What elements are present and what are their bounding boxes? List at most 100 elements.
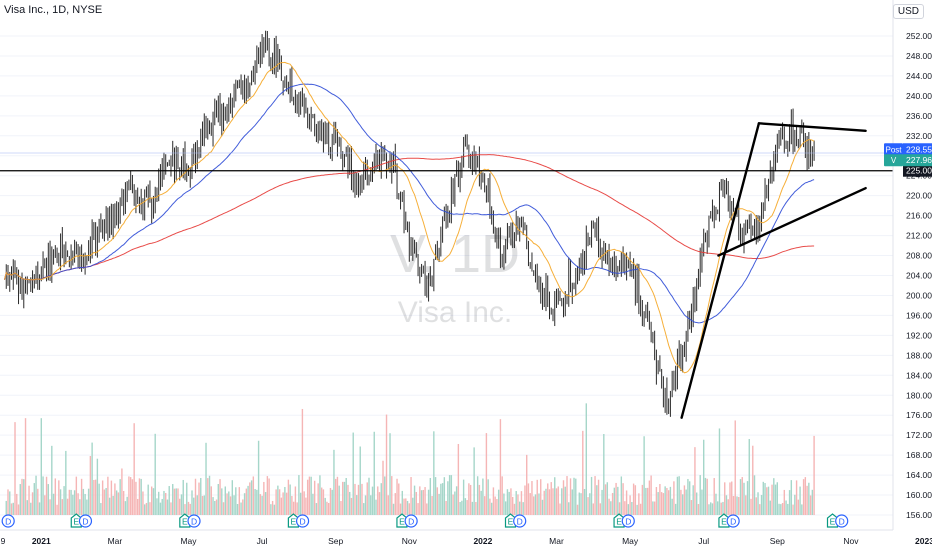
volume-bar	[562, 480, 565, 515]
event-marker-dividend[interactable]: D	[187, 514, 201, 528]
volume-bar	[631, 501, 633, 515]
price-axis[interactable]: 252.00 248.00 244.00 240.00 236.00 232.00 228.…	[892, 0, 932, 550]
event-marker-shape	[179, 513, 191, 528]
y-tick-label: 232.00	[906, 131, 932, 141]
volume-bar	[552, 488, 554, 515]
candles	[5, 30, 815, 417]
volume-bar	[201, 495, 204, 515]
event-marker-earnings[interactable]: E	[287, 513, 299, 528]
event-marker-earnings[interactable]: E	[826, 513, 839, 528]
volume-bar	[98, 483, 100, 515]
volume-bar	[217, 484, 219, 515]
volume-bar	[681, 494, 684, 515]
event-marker-earnings[interactable]: E	[70, 513, 82, 528]
volume-bar	[652, 501, 654, 515]
volume-bar	[154, 433, 156, 515]
volume-bar	[214, 500, 216, 515]
volume-bar	[759, 504, 761, 515]
volume-bar	[406, 500, 409, 515]
event-marker-shape	[287, 513, 299, 528]
volume-bar	[306, 479, 309, 515]
volume-bar	[226, 493, 228, 515]
level-price-tag-value: 225.00	[906, 166, 932, 176]
event-marker-dividend[interactable]: D	[404, 514, 418, 528]
volume-bar	[752, 445, 754, 515]
volume-bar	[718, 428, 721, 515]
event-marker-label: E	[73, 517, 79, 527]
volume-bar	[17, 504, 20, 515]
event-marker-label: D	[517, 517, 523, 527]
volume-bar	[617, 486, 619, 515]
volume-bar	[215, 499, 218, 515]
volume-bar	[813, 435, 815, 515]
volume-bar	[247, 485, 249, 515]
volume-bar	[443, 477, 446, 515]
event-marker-dividend[interactable]: D	[621, 514, 635, 528]
volume-bar	[615, 482, 617, 515]
volume-bar	[713, 478, 715, 515]
volume-bar	[457, 443, 460, 515]
trendline-2[interactable]	[757, 122, 867, 133]
event-marker-earnings[interactable]: E	[179, 513, 191, 528]
y-tick-label: 236.00	[906, 111, 932, 121]
volume-bar	[198, 482, 200, 515]
volume-bar	[10, 503, 13, 515]
event-marker-earnings[interactable]: E	[613, 513, 625, 528]
event-marker-dividend[interactable]: D	[1, 514, 15, 528]
volume-bar	[636, 504, 638, 515]
volume-bar	[569, 478, 572, 515]
volume-bar	[322, 489, 325, 515]
volume-bar	[292, 501, 295, 515]
volume-bar	[420, 490, 423, 515]
event-marker-label: D	[82, 517, 88, 527]
volume-bar	[266, 476, 269, 515]
event-marker-dividend[interactable]: D	[513, 514, 527, 528]
volume-bar	[413, 485, 416, 515]
volume-bar	[327, 503, 330, 515]
y-tick-label: 252.00	[906, 31, 932, 41]
volume-bar	[545, 488, 547, 515]
event-marker-label: E	[508, 517, 514, 527]
y-tick-label: 180.00	[906, 390, 932, 400]
event-marker-shape	[513, 514, 527, 528]
volume-bar	[608, 498, 610, 515]
currency-button[interactable]: USD	[892, 4, 924, 19]
volume-bar	[161, 498, 163, 515]
volume-bar	[194, 478, 197, 515]
event-marker-dividend[interactable]: D	[726, 514, 740, 528]
volume-bar	[601, 489, 603, 515]
event-marker-dividend[interactable]: D	[835, 514, 849, 528]
volume-bars	[5, 403, 815, 515]
volume-bar	[455, 486, 458, 515]
x-tick-label: Nov	[402, 536, 418, 546]
volume-bar	[54, 478, 57, 515]
trendline-1[interactable]	[680, 122, 761, 419]
volume-bar	[24, 418, 27, 515]
trendline-3[interactable]	[717, 186, 867, 257]
volume-bar	[576, 504, 579, 515]
event-marker-earnings[interactable]: E	[396, 513, 408, 528]
event-marker-dividend[interactable]: D	[295, 514, 310, 528]
time-axis[interactable]: 9 2021 Mar May Jul Sep Nov 2022 Mar May Jul Sep Nov 2…	[0, 529, 932, 546]
event-marker-label: D	[300, 517, 306, 527]
volume-bar	[578, 492, 580, 515]
volume-bar	[503, 493, 505, 515]
volume-bar	[129, 477, 132, 515]
volume-bar	[315, 503, 318, 515]
volume-bar	[103, 489, 106, 515]
event-marker-earnings[interactable]: E	[504, 513, 517, 528]
event-marker-dividend[interactable]: D	[78, 514, 93, 528]
event-marker-earnings[interactable]: E	[718, 513, 730, 528]
volume-bar	[23, 479, 25, 515]
volume-bar	[294, 486, 297, 515]
volume-bar	[392, 503, 395, 515]
volume-bar	[471, 501, 474, 515]
x-tick-label: 2022	[473, 536, 492, 546]
volume-bar	[781, 503, 784, 515]
volume-bar	[780, 504, 782, 515]
volume-bar	[785, 500, 787, 515]
volume-bar	[21, 478, 23, 515]
volume-bar	[399, 503, 402, 515]
